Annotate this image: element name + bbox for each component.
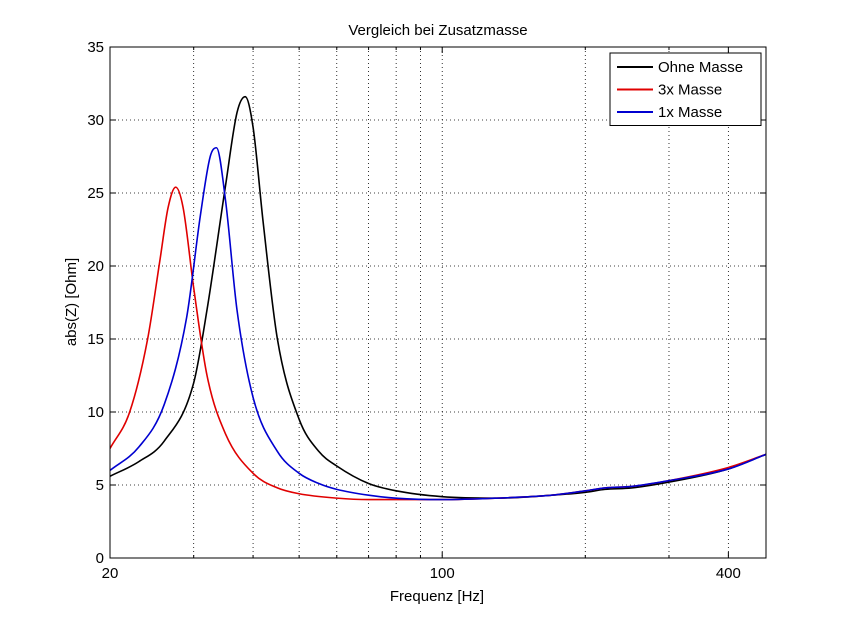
x-tick-label: 100 bbox=[430, 565, 455, 582]
legend: Ohne Masse 3x Masse 1x Masse bbox=[609, 52, 762, 126]
series-line-1x-masse bbox=[110, 146, 766, 501]
y-tick-label: 25 bbox=[87, 185, 104, 202]
y-axis-title: abs(Z) [Ohm] bbox=[63, 258, 80, 346]
legend-label: 3x Masse bbox=[658, 82, 722, 99]
legend-label: Ohne Masse bbox=[658, 59, 743, 76]
y-tick-label: 30 bbox=[87, 112, 104, 129]
y-tick-label: 20 bbox=[87, 258, 104, 275]
y-tick-label: 5 bbox=[96, 477, 104, 494]
y-tick-label: 10 bbox=[87, 404, 104, 421]
chart-title: Vergleich bei Zusatzmasse bbox=[348, 22, 527, 39]
series-layer bbox=[110, 95, 766, 501]
x-axis-title: Frequenz [Hz] bbox=[390, 588, 484, 605]
y-tick-label: 35 bbox=[87, 39, 104, 56]
grid-layer bbox=[110, 47, 766, 558]
y-tick-label: 15 bbox=[87, 331, 104, 348]
x-tick-label: 400 bbox=[716, 565, 741, 582]
legend-label: 1x Masse bbox=[658, 104, 722, 121]
tick-layer: 0 5 10 15 20 25 30 35 20 100 400 bbox=[87, 39, 766, 582]
y-tick-label: 0 bbox=[96, 550, 104, 567]
plot-frame bbox=[109, 46, 767, 559]
series-line-ohne-masse bbox=[110, 95, 766, 499]
x-tick-label: 20 bbox=[102, 565, 119, 582]
